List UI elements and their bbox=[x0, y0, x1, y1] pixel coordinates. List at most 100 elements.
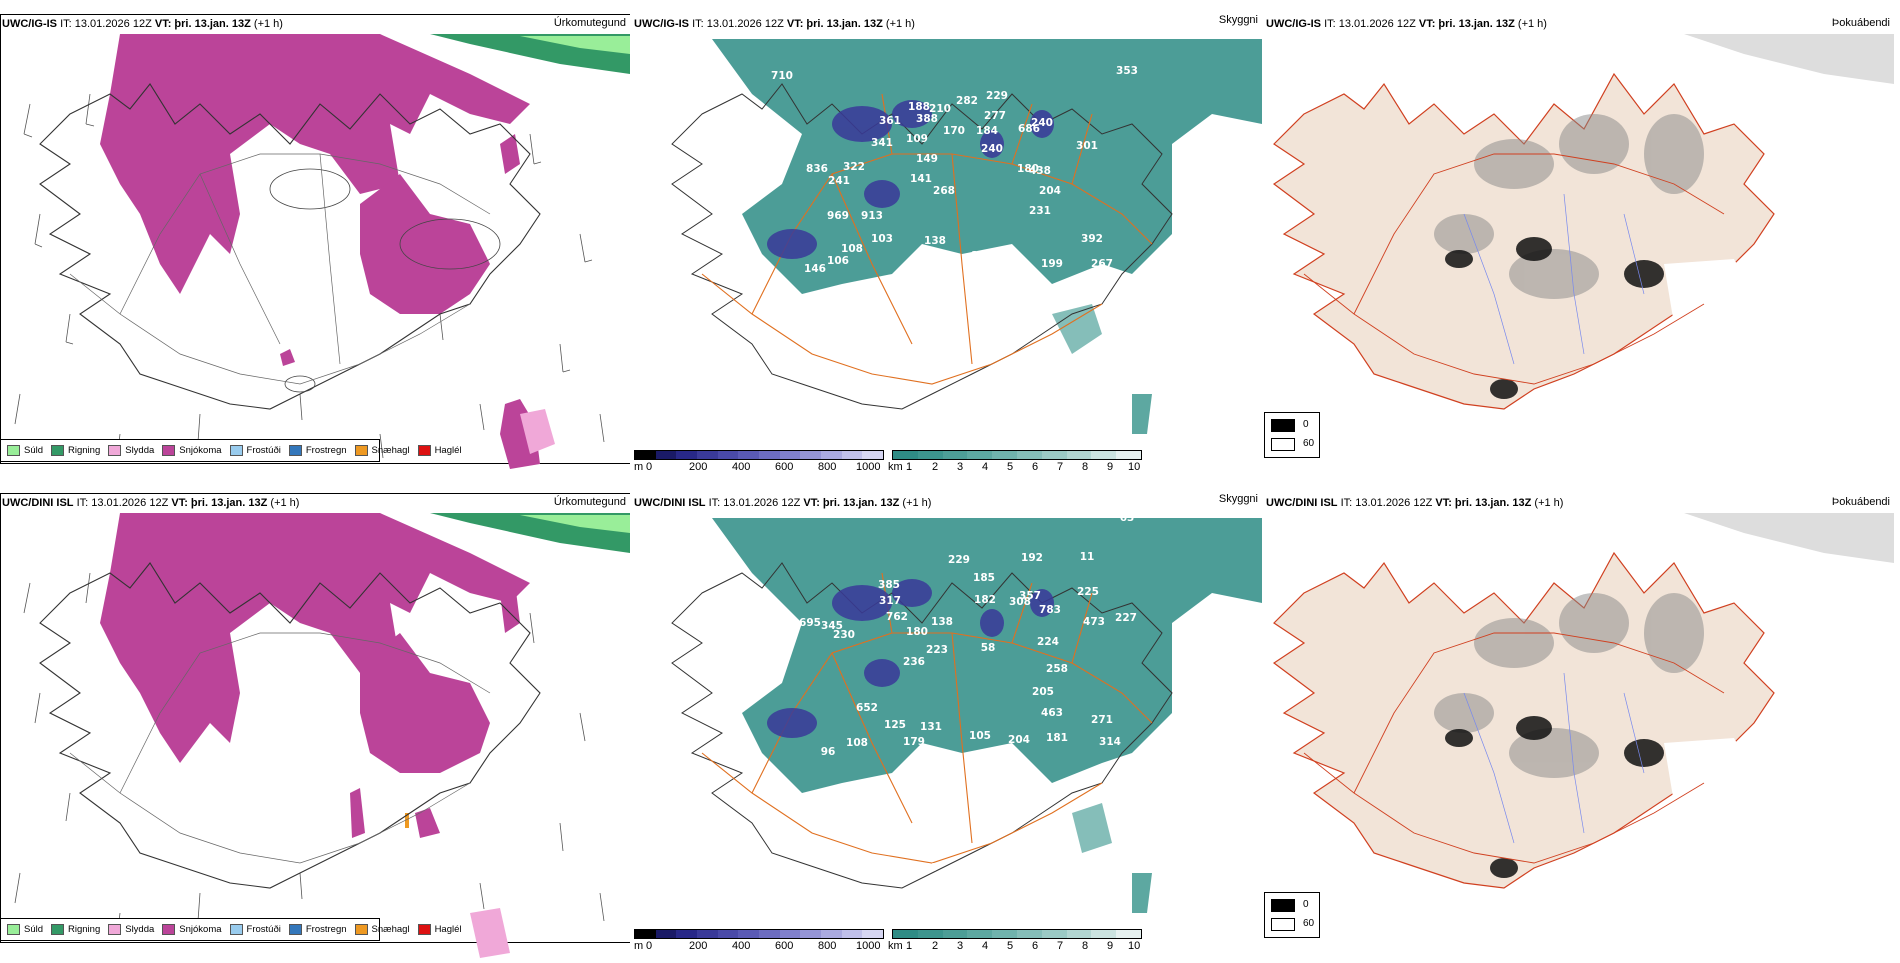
ceiling-value-label: 322 bbox=[843, 161, 865, 173]
ceiling-value-label: 108 bbox=[841, 243, 863, 255]
ceiling-value-label: 392 bbox=[1081, 233, 1103, 245]
colorbar-swatch bbox=[676, 451, 698, 459]
colorbar-swatch bbox=[862, 930, 884, 938]
colorbar-swatch bbox=[942, 451, 968, 459]
ceiling-value-label: 231 bbox=[1029, 205, 1051, 217]
ceiling-value-label: 353 bbox=[1116, 65, 1138, 77]
ceiling-value-label: 225 bbox=[1077, 586, 1099, 598]
tick-label: 3 bbox=[957, 461, 964, 473]
colorbar-swatch bbox=[992, 451, 1017, 459]
precip-map bbox=[14, 513, 630, 958]
fog-legend-black bbox=[1271, 899, 1295, 912]
colorbar-swatch bbox=[1116, 451, 1141, 459]
valid-time: VT: þri. 13.jan. 13Z bbox=[154, 18, 251, 30]
tick-label: 10 bbox=[1128, 461, 1141, 473]
legend-item: Súld bbox=[7, 445, 43, 456]
ceiling-value-label: 125 bbox=[884, 719, 906, 731]
ceiling-value-label: 686 bbox=[1018, 123, 1040, 135]
fog-shading bbox=[1434, 114, 1704, 299]
fog-legend-label: 0 bbox=[1303, 899, 1309, 910]
ceiling-value-label: 141 bbox=[910, 173, 932, 185]
ceiling-value-label: 103 bbox=[871, 233, 893, 245]
ceiling-value-label: 969 bbox=[827, 210, 849, 222]
fog-legend-label: 0 bbox=[1303, 419, 1309, 430]
tick-label: 9 bbox=[1107, 940, 1114, 952]
colorbar-swatch bbox=[1041, 930, 1067, 938]
tick-label: 1000 bbox=[856, 461, 881, 473]
ceiling-value-label: 180 bbox=[1017, 163, 1039, 175]
colorbar-swatch bbox=[893, 451, 918, 459]
ceiling-value-label: 138 bbox=[931, 616, 953, 628]
tick-label: 6 bbox=[1032, 940, 1039, 952]
ceiling-value-label: 361 bbox=[879, 115, 901, 127]
panel-header: UWC/IG-IS IT: 13.01.2026 12Z VT: þri. 13… bbox=[634, 18, 915, 30]
model-name: UWC/IG-IS bbox=[1266, 18, 1321, 30]
ceiling-value-label: 192 bbox=[1021, 552, 1043, 564]
precip-legend: Súld Rigning Slydda Snjókoma Frostúði Fr… bbox=[0, 918, 462, 941]
valid-time: VT: þri. 13.jan. 13Z bbox=[171, 497, 268, 509]
ceiling-value-label: 184 bbox=[976, 125, 998, 137]
panel-title: Skyggni bbox=[1218, 14, 1258, 26]
tick-label: 1 bbox=[906, 461, 913, 473]
legend-item: Súld bbox=[7, 924, 43, 935]
ceiling-value-label: 241 bbox=[828, 175, 850, 187]
cloud-ceiling-panel: UWC/DINI ISL IT: 13.01.2026 12Z VT: þri.… bbox=[632, 493, 1262, 963]
colorbar-swatch bbox=[697, 930, 718, 938]
colorbar-swatch bbox=[738, 930, 760, 938]
ceiling-value-label: 240 bbox=[981, 143, 1003, 155]
valid-time: VT: þri. 13.jan. 13Z bbox=[786, 18, 883, 30]
colorbar-swatch bbox=[697, 451, 718, 459]
colorbar-swatch bbox=[1041, 451, 1067, 459]
ceiling-value-label: 204 bbox=[1039, 185, 1061, 197]
model-name: UWC/DINI ISL bbox=[1266, 497, 1338, 509]
ceiling-value-label: 385 bbox=[878, 579, 900, 591]
colorbar-swatch bbox=[1016, 451, 1042, 459]
colorbar-swatch bbox=[655, 451, 677, 459]
ceiling-value-label: 236 bbox=[903, 656, 925, 668]
fog-map bbox=[1272, 34, 1894, 410]
colorbar-swatch bbox=[1066, 451, 1092, 459]
tick-label: 200 bbox=[689, 940, 708, 952]
legend-item: Haglél bbox=[417, 445, 462, 456]
colorbar-swatch bbox=[759, 451, 780, 459]
ceiling-value-label: 229 bbox=[986, 90, 1008, 102]
colorbar-swatch bbox=[917, 451, 943, 459]
ceiling-value-label: 301 bbox=[1076, 140, 1098, 152]
panel-title: Úrkomutegund bbox=[553, 17, 626, 29]
init-time: IT: 13.01.2026 12Z bbox=[692, 18, 784, 30]
ceiling-value-label: 149 bbox=[916, 153, 938, 165]
ceiling-value-label: 836 bbox=[806, 163, 828, 175]
ceiling-value-label: 182 bbox=[899, 862, 921, 874]
tick-label: 800 bbox=[818, 940, 837, 952]
fog-legend-white bbox=[1271, 918, 1295, 931]
ceiling-value-label: 230 bbox=[833, 629, 855, 641]
precip-legend: Súld Rigning Slydda Snjókoma Frostúði Fr… bbox=[0, 439, 462, 462]
ceiling-value-label: 606 bbox=[1116, 27, 1138, 39]
legend-item: Slydda bbox=[108, 445, 154, 456]
ceiling-value-label: 105 bbox=[969, 730, 991, 742]
sleet-area bbox=[520, 409, 555, 454]
glacier-outlines bbox=[269, 168, 501, 393]
legend-item: Slydda bbox=[108, 924, 154, 935]
model-name: UWC/DINI ISL bbox=[634, 497, 706, 509]
legend-item: Frostúði bbox=[229, 924, 281, 935]
tick-label: 1000 bbox=[856, 940, 881, 952]
colorbar-swatch bbox=[676, 930, 698, 938]
low-visibility-area bbox=[712, 39, 1262, 294]
ceiling-value-label: 308 bbox=[1009, 596, 1031, 608]
lead-time: (+1 h) bbox=[1517, 18, 1547, 30]
colorbar-swatch bbox=[967, 930, 993, 938]
legend-item: Snæhagl bbox=[354, 924, 410, 935]
ceiling-value-label: 127 bbox=[917, 862, 939, 874]
valid-time: VT: þri. 13.jan. 13Z bbox=[803, 497, 900, 509]
ceiling-value-label: 314 bbox=[1099, 736, 1121, 748]
ceiling-value-label: 223 bbox=[926, 644, 948, 656]
ceiling-value-label: 258 bbox=[1046, 663, 1068, 675]
ceiling-value-label: 762 bbox=[886, 611, 908, 623]
legend-item: Frostregn bbox=[288, 924, 347, 935]
ceiling-value-label: 58 bbox=[981, 642, 996, 654]
ceiling-value-label: 388 bbox=[916, 113, 938, 125]
tick-label: 4 bbox=[982, 461, 989, 473]
ceiling-value-label: 146 bbox=[804, 263, 826, 275]
tick-label: 1 bbox=[906, 940, 913, 952]
